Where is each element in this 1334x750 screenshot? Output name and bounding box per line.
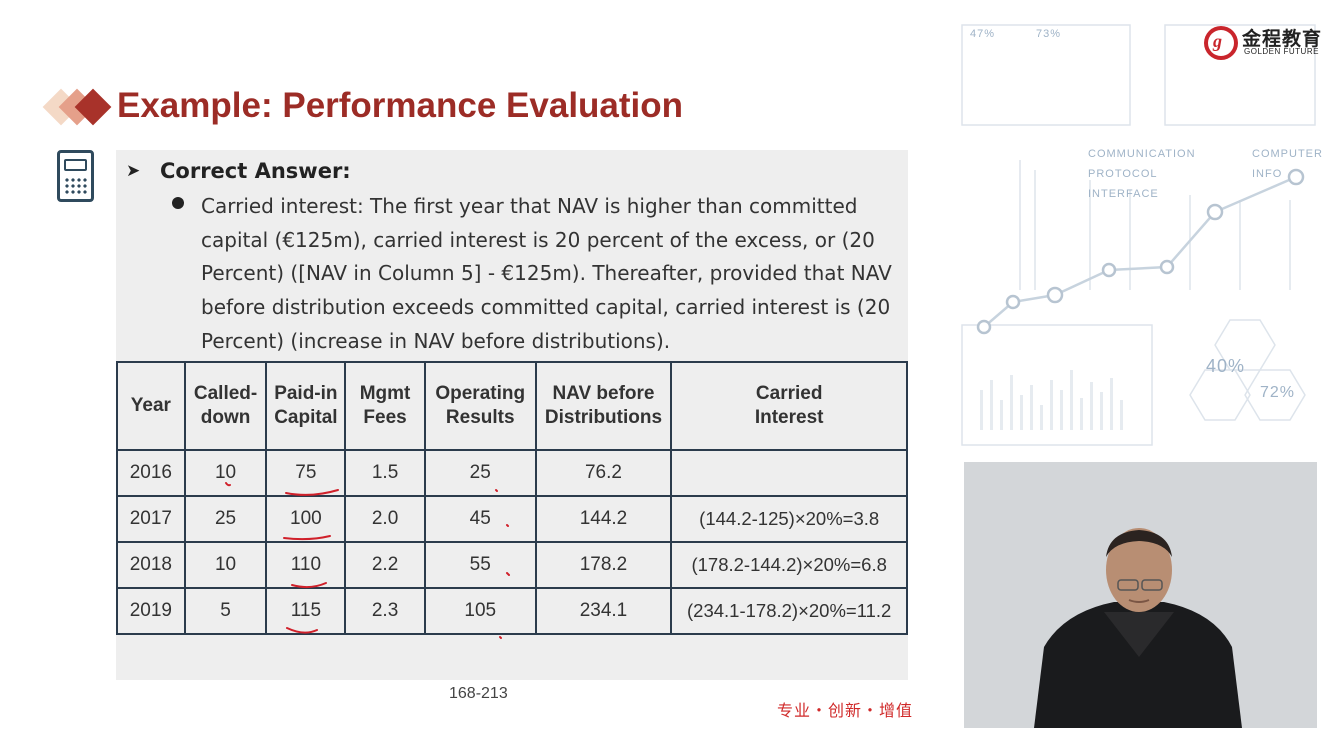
cell-year: 2019 — [116, 587, 186, 635]
cell-called-down: 25 — [183, 495, 268, 543]
cell-called-down: 10 — [183, 541, 268, 589]
table-header-row: Year Called-down Paid-in Capital Mgmt Fe… — [116, 361, 908, 451]
answer-body-text: Carried interest: The first year that NA… — [201, 194, 892, 353]
cell-year: 2018 — [116, 541, 186, 589]
slogan: 专业・创新・增值 — [777, 701, 914, 720]
calculator-icon — [57, 150, 94, 202]
cell-nav: 178.2 — [534, 541, 673, 589]
background-label: 47% — [970, 28, 996, 40]
header-nav-before-distributions: NAV before Distributions — [534, 361, 673, 451]
background-label: 73% — [1036, 28, 1062, 40]
logo-name-cn: 金程教育 — [1242, 28, 1323, 50]
header-mgmt-fees: Mgmt Fees — [344, 361, 426, 451]
header-operating-results-label: Operating Results — [435, 383, 526, 428]
arrow-bullet-icon: ➤ — [126, 161, 141, 181]
cell-mgmt-fees: 2.2 — [344, 541, 426, 589]
pen-annotations — [225, 482, 510, 639]
header-paid-in-capital-label: Paid-in Capital — [274, 383, 338, 428]
cell-nav: 144.2 — [534, 495, 673, 543]
header-carried-interest: Carried Interest — [670, 361, 908, 451]
table-row: 2019 5 115 2.3 105 234.1 (234.1-178.2)×2… — [116, 587, 908, 635]
instructor-video — [964, 462, 1317, 728]
cell-paid-in-capital: 110 — [265, 541, 347, 589]
cell-carried-interest — [670, 449, 908, 497]
cell-mgmt-fees: 2.3 — [344, 587, 426, 635]
cell-year: 2017 — [116, 495, 186, 543]
cell-operating-results: 105 — [423, 587, 537, 635]
header-mgmt-fees-label: Mgmt Fees — [359, 383, 411, 428]
performance-table: Year Called-down Paid-in Capital Mgmt Fe… — [116, 361, 908, 635]
background-label: 72% — [1260, 384, 1296, 401]
header-paid-in-capital: Paid-in Capital — [265, 361, 347, 451]
page-number: 168-213 — [449, 685, 508, 702]
cell-operating-results: 25 — [423, 449, 537, 497]
bullet-dot-icon — [172, 197, 184, 209]
cell-mgmt-fees: 2.0 — [344, 495, 426, 543]
trend-line-graphic — [976, 168, 1305, 335]
cell-mgmt-fees: 1.5 — [344, 449, 426, 497]
cell-carried-interest: (144.2-125)×20%=3.8 — [670, 495, 908, 543]
title-diamond-icon — [42, 86, 112, 128]
table-row: 2016 10 75 1.5 25 76.2 — [116, 449, 908, 497]
cell-operating-results: 45 — [423, 495, 537, 543]
table-row: 2018 10 110 2.2 55 178.2 (178.2-144.2)×2… — [116, 541, 908, 589]
cell-called-down: 5 — [183, 587, 268, 635]
cell-called-down: 10 — [183, 449, 268, 497]
cell-nav: 234.1 — [534, 587, 673, 635]
header-year: Year — [116, 361, 186, 451]
background-infographic — [961, 24, 1316, 446]
cell-operating-results: 55 — [423, 541, 537, 589]
header-called-down-label: Called-down — [193, 383, 258, 428]
cell-carried-interest: (234.1-178.2)×20%=11.2 — [670, 587, 908, 635]
header-called-down: Called-down — [183, 361, 268, 451]
cell-carried-interest: (178.2-144.2)×20%=6.8 — [670, 541, 908, 589]
golden-future-logo: g 金程教育 GOLDEN FUTURE — [1204, 24, 1328, 60]
section-heading-text: Correct Answer: — [160, 159, 351, 183]
background-label: COMPUTER INFO — [1252, 148, 1323, 180]
background-label: COMMUNICATION PROTOCOL INTERFACE — [1088, 148, 1196, 200]
slide-title: Example: Performance Evaluation — [117, 86, 684, 125]
header-carried-interest-label: Carried Interest — [754, 383, 824, 428]
cell-year: 2016 — [116, 449, 186, 497]
instructor-figure — [964, 462, 1317, 728]
header-nav-label: NAV before Distributions — [544, 383, 663, 428]
cell-nav: 76.2 — [534, 449, 673, 497]
logo-name-en: GOLDEN FUTURE — [1244, 47, 1319, 56]
table-row: 2017 25 100 2.0 45 144.2 (144.2-125)×20%… — [116, 495, 908, 543]
header-operating-results: Operating Results — [423, 361, 537, 451]
logo-emblem-icon — [1204, 26, 1238, 60]
cell-paid-in-capital: 100 — [265, 495, 347, 543]
background-label: 40% — [1206, 356, 1246, 376]
section-heading: ➤ Correct Answer: — [126, 159, 351, 183]
logo-letter-icon: g — [1213, 31, 1222, 51]
